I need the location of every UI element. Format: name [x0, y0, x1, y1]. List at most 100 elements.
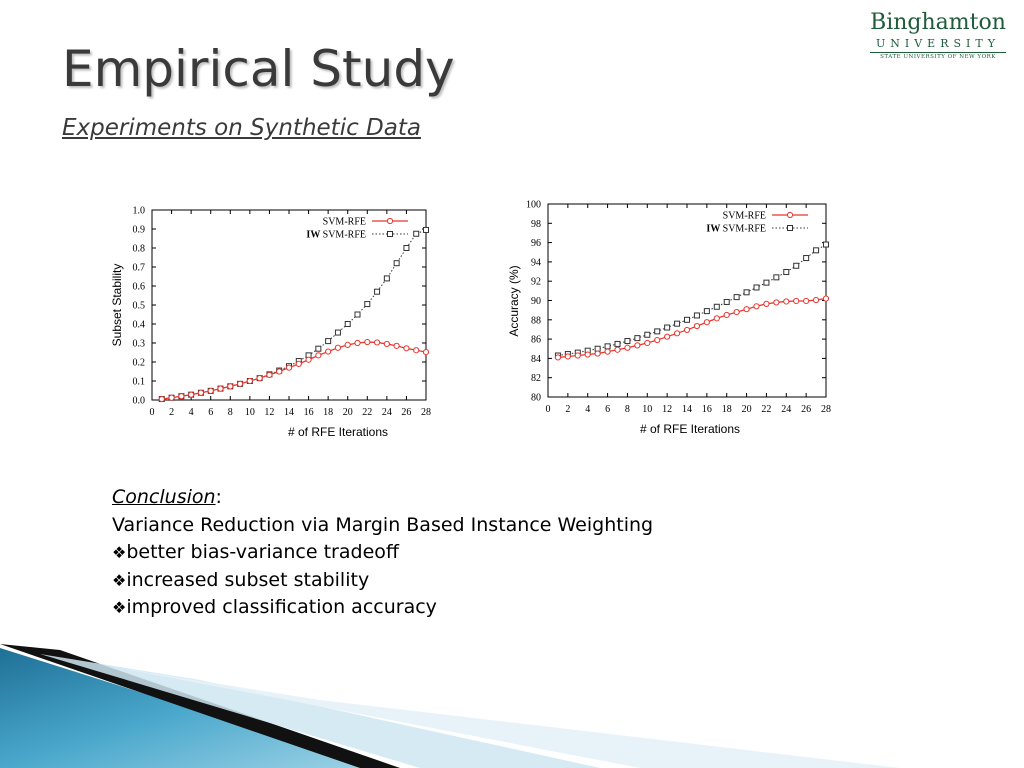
- series-line: [161, 229, 427, 400]
- bullet-text: improved classification accuracy: [126, 596, 437, 618]
- y-axis-label: Accuracy (%): [507, 265, 521, 336]
- x-tick-label: 4: [585, 404, 590, 415]
- data-point: [413, 230, 420, 237]
- legend-marker: [786, 211, 794, 219]
- data-point: [683, 326, 691, 334]
- legend-marker: [386, 217, 394, 225]
- y-tick-label: 100: [526, 200, 541, 211]
- data-point: [604, 343, 611, 350]
- stability-chart: 0 2 4 6 8 10 12 14 16 18 20 22 24 26 280.00.10.20.30.4…: [110, 206, 431, 440]
- y-axis-label: Subset Stability: [110, 264, 124, 347]
- x-tick-label: 16: [304, 407, 314, 418]
- data-point: [743, 289, 750, 296]
- x-tick-label: 26: [801, 404, 811, 415]
- logo-line-2: UNIVERSITY: [876, 37, 1000, 50]
- data-point: [197, 389, 205, 396]
- x-axis-label: # of RFE Iterations: [640, 422, 740, 436]
- data-point: [354, 311, 361, 318]
- data-point: [634, 335, 641, 342]
- x-axis-label: # of RFE Iterations: [288, 425, 388, 439]
- data-point: [793, 297, 800, 305]
- data-point: [654, 328, 661, 335]
- x-tick-label: 4: [189, 407, 194, 418]
- x-tick-label: 6: [605, 404, 610, 415]
- data-point: [423, 226, 429, 233]
- data-point: [614, 346, 621, 353]
- data-point: [703, 319, 710, 326]
- x-tick-label: 16: [702, 404, 712, 415]
- x-tick-label: 18: [323, 407, 333, 418]
- data-point: [773, 274, 780, 281]
- x-tick-label: 10: [245, 407, 255, 418]
- data-point: [168, 394, 175, 401]
- diamond-bullet-icon: ❖: [112, 570, 127, 590]
- data-point: [344, 321, 351, 327]
- x-tick-label: 8: [228, 407, 233, 418]
- y-tick-label: 0.6: [133, 282, 146, 293]
- y-tick-label: 0.7: [133, 263, 146, 274]
- plot-frame: [151, 209, 427, 401]
- data-point: [403, 345, 410, 352]
- bullet-item: ❖better bias-variance tradeoff: [112, 539, 653, 567]
- legend-marker: [787, 225, 793, 231]
- x-tick-label: 2: [565, 404, 570, 415]
- data-point: [344, 341, 351, 348]
- footer-decoration: [0, 644, 900, 768]
- data-point: [334, 329, 341, 336]
- data-point: [158, 395, 165, 403]
- data-point: [285, 364, 293, 371]
- data-point: [236, 380, 244, 387]
- data-point: [823, 241, 829, 248]
- conclusion-heading-row: Conclusion:: [112, 484, 653, 512]
- x-tick-label: 0: [546, 404, 551, 415]
- accuracy-chart: 0 2 4 6 8 10 12 14 16 18 20 22 24 26 28808284868890929…: [507, 200, 831, 437]
- legend-marker: [387, 231, 393, 237]
- x-tick-label: 22: [362, 407, 372, 418]
- data-point: [393, 342, 400, 349]
- x-tick-label: 6: [208, 407, 213, 418]
- data-point: [325, 348, 332, 355]
- y-tick-label: 1.0: [133, 206, 146, 217]
- data-point: [813, 247, 820, 254]
- bullet-text: better bias-variance tradeoff: [126, 541, 399, 563]
- data-point: [703, 308, 710, 315]
- data-point: [812, 296, 820, 304]
- legend-label: IW SVM-RFE: [706, 224, 766, 235]
- data-point: [383, 275, 390, 282]
- x-tick-label: 14: [682, 404, 692, 415]
- x-tick-label: 28: [421, 407, 431, 418]
- data-point: [334, 344, 342, 351]
- data-point: [793, 262, 800, 269]
- data-point: [664, 333, 671, 340]
- x-tick-label: 24: [382, 407, 392, 418]
- data-point: [644, 339, 651, 347]
- data-point: [266, 371, 273, 379]
- data-point: [733, 308, 740, 316]
- y-tick-label: 0.2: [133, 358, 146, 369]
- data-point: [207, 387, 214, 394]
- y-tick-label: 80: [531, 393, 541, 404]
- data-point: [246, 377, 253, 385]
- logo-line-3: STATE UNIVERSITY OF NEW YORK: [880, 54, 996, 60]
- x-tick-label: 10: [642, 404, 652, 415]
- data-point: [763, 300, 770, 307]
- data-point: [393, 260, 400, 267]
- data-point: [673, 330, 681, 337]
- conclusion-heading: Conclusion: [112, 486, 216, 508]
- data-point: [693, 312, 700, 319]
- data-point: [413, 347, 420, 354]
- logo-rule: [870, 52, 1006, 53]
- data-point: [684, 316, 690, 323]
- data-point: [604, 348, 611, 355]
- y-tick-label: 86: [531, 335, 541, 346]
- data-point: [256, 375, 263, 382]
- data-point: [723, 298, 730, 305]
- data-point: [743, 306, 750, 313]
- x-tick-label: 22: [761, 404, 771, 415]
- x-tick-label: 12: [264, 407, 274, 418]
- conclusion-heading-colon: :: [215, 486, 222, 508]
- y-tick-label: 92: [531, 277, 541, 288]
- data-point: [403, 245, 410, 251]
- y-tick-label: 0.0: [133, 396, 146, 407]
- data-point: [554, 354, 562, 361]
